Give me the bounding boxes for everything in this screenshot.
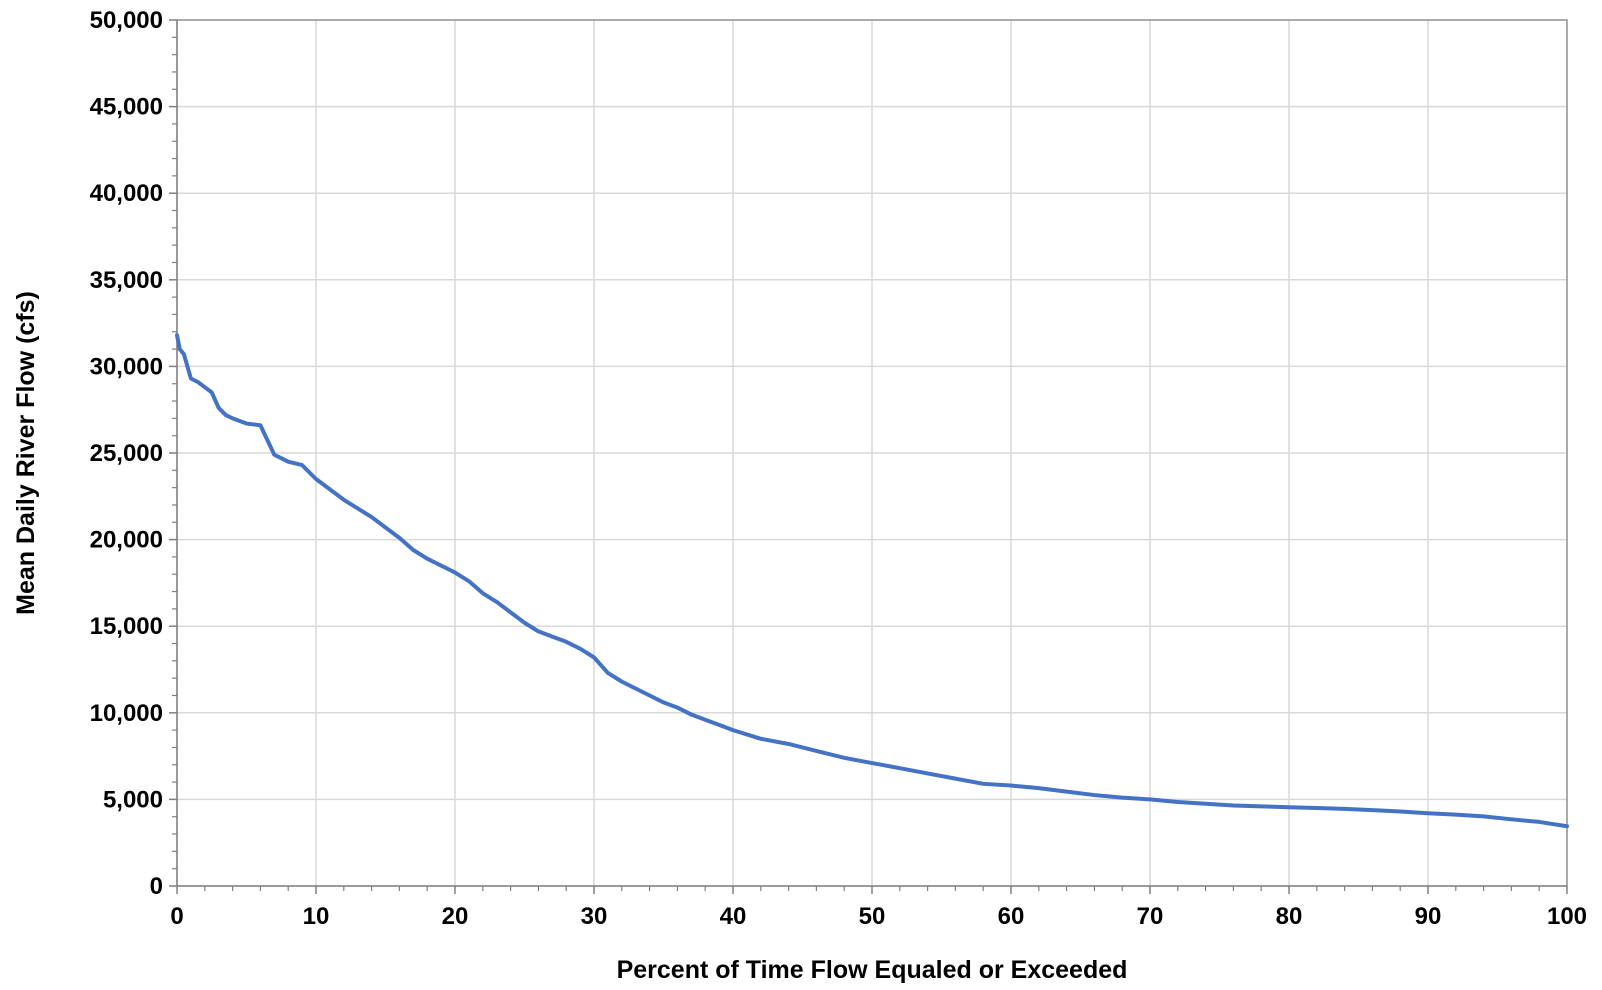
gridlines <box>177 19 1568 886</box>
y-tick-label: 40,000 <box>90 180 163 207</box>
y-tick-label: 30,000 <box>90 353 163 380</box>
y-tick-label: 25,000 <box>90 440 163 467</box>
y-tick-label: 15,000 <box>90 613 163 640</box>
y-tick-label: 10,000 <box>90 700 163 727</box>
axes <box>169 19 1568 894</box>
y-tick-label: 20,000 <box>90 527 163 554</box>
series-layer <box>175 333 1569 829</box>
y-tick-label: 5,000 <box>103 786 163 813</box>
x-tick-label: 90 <box>1415 903 1442 930</box>
y-tick-labels: 0 5,000 10,000 15,000 20,000 25,000 30,000 35,0… <box>90 7 163 900</box>
x-tick-label: 0 <box>170 903 183 930</box>
x-tick-label: 20 <box>442 903 469 930</box>
x-tick-label: 40 <box>720 903 747 930</box>
y-tick-label: 50,000 <box>90 7 163 34</box>
y-tick-label: 35,000 <box>90 267 163 294</box>
x-tick-label: 80 <box>1276 903 1303 930</box>
x-tick-label: 100 <box>1547 903 1587 930</box>
x-tick-label: 30 <box>581 903 608 930</box>
x-tick-label: 60 <box>998 903 1025 930</box>
x-tick-label: 50 <box>859 903 886 930</box>
x-tick-label: 70 <box>1137 903 1164 930</box>
y-axis-title: Mean Daily River Flow (cfs) <box>12 291 40 615</box>
y-tick-label: 45,000 <box>90 94 163 121</box>
y-tick-label: 0 <box>150 873 163 900</box>
x-tick-label: 10 <box>303 903 330 930</box>
flow-duration-series-line <box>175 333 1569 829</box>
x-axis-title: Percent of Time Flow Equaled or Exceeded <box>617 956 1128 984</box>
x-tick-labels: 0 10 20 30 40 50 60 70 80 90 100 <box>170 903 1587 930</box>
